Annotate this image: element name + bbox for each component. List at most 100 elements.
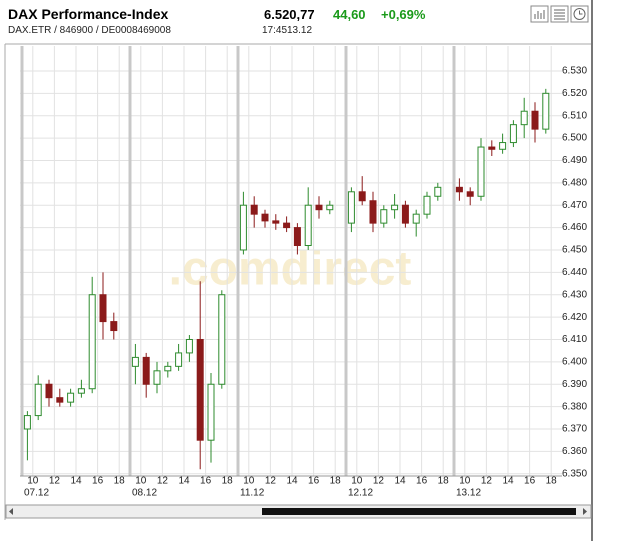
scrollbar [5,504,592,519]
plot: .comdirect 6.350 6.360 6.370 6.380 6.390 6.400… [20,46,587,499]
candle-body [56,397,64,403]
candle-body [34,383,42,417]
y-tick-label: 6.430 [562,289,587,300]
candle-body [488,146,496,150]
icon [554,9,565,20]
day-label: 11.12 [240,488,265,499]
x-tick-label: 18 [330,476,342,487]
candle-body [455,186,463,193]
icon [534,10,545,19]
scroll-thumb[interactable] [262,508,576,515]
candle-body [272,220,280,224]
x-tick-label: 18 [114,476,126,487]
x-tick-label: 18 [222,476,234,487]
y-tick-label: 6.350 [562,468,587,479]
x-tick-label: 12 [49,476,61,487]
x-tick-label: 12 [265,476,277,487]
candle-body [283,222,291,229]
candle-body [499,142,507,150]
candle-body [509,124,517,144]
x-tick-label: 10 [351,476,363,487]
y-tick-label: 6.460 [562,222,587,233]
candle-body [391,204,399,211]
chart-type-button[interactable] [530,5,549,23]
y-tick-label: 6.400 [562,357,587,368]
candle-body [67,392,75,403]
y-tick-label: 6.370 [562,424,587,435]
candle-body [304,204,312,247]
x-tick-label: 16 [200,476,212,487]
y-tick-label: 6.380 [562,401,587,412]
candle-body [77,388,85,394]
candle-body [110,321,118,332]
y-tick-label: 6.480 [562,177,587,188]
x-tick-label: 12 [157,476,169,487]
x-tick-label: 12 [481,476,493,487]
candle-body [326,204,334,211]
change-pct: +0,69% [381,7,426,22]
candle-body [477,146,485,197]
candle-body [250,204,258,215]
day-label: 13.12 [456,488,481,499]
change: 44,60 [333,7,366,22]
candle-body [531,110,539,130]
y-tick-label: 6.500 [562,133,587,144]
x-tick-label: 14 [502,476,514,487]
x-tick-label: 14 [394,476,406,487]
x-tick-label: 16 [92,476,104,487]
watermark: .comdirect [169,243,412,296]
x-tick-label: 14 [178,476,190,487]
identifiers: DAX.ETR / 846900 / DE0008469008 [8,25,171,36]
day-label: 12.12 [348,488,373,499]
candle-body [196,338,204,441]
time: 17:45 [262,25,288,36]
candle-body [23,415,31,430]
scroll-right[interactable] [583,508,587,515]
x-tick-label: 18 [546,476,558,487]
candle-body [153,370,161,385]
y-tick-label: 6.510 [562,110,587,121]
candle-body [358,191,366,202]
candle-body [434,186,442,197]
y-tick-label: 6.390 [562,379,587,390]
icon [579,10,583,15]
candle-body [542,92,550,130]
toolbar [530,5,589,23]
icon [573,8,586,20]
candle-body [45,383,53,399]
candle-body [207,383,215,441]
candle-body [466,191,474,197]
candle-body [99,294,107,323]
candle-body [347,191,355,224]
candle-body [142,356,150,385]
candle-body [380,209,388,224]
candle-body [175,352,183,367]
x-tick-label: 10 [459,476,471,487]
x-tick-label: 10 [243,476,255,487]
x-tick-label: 14 [286,476,298,487]
scroll-left[interactable] [9,508,13,515]
y-tick-label: 6.490 [562,155,587,166]
y-tick-label: 6.410 [562,334,587,345]
y-tick-label: 6.420 [562,312,587,323]
candle-body [261,213,269,222]
x-tick-label: 12 [373,476,385,487]
y-tick-label: 6.440 [562,267,587,278]
candle-body [520,110,528,126]
candle-body [218,294,226,385]
candle-body [239,204,247,251]
x-tick-label: 14 [70,476,82,487]
y-tick-label: 6.360 [562,446,587,457]
news-button[interactable] [550,5,569,23]
candle-body [164,365,172,372]
candle-body [293,227,301,247]
candle-body [412,213,420,224]
x-tick-label: 16 [308,476,320,487]
candle-body [88,294,96,390]
x-tick-label: 18 [438,476,450,487]
candle-body [369,200,377,224]
x-tick-label: 16 [416,476,428,487]
candle-body [315,204,323,211]
